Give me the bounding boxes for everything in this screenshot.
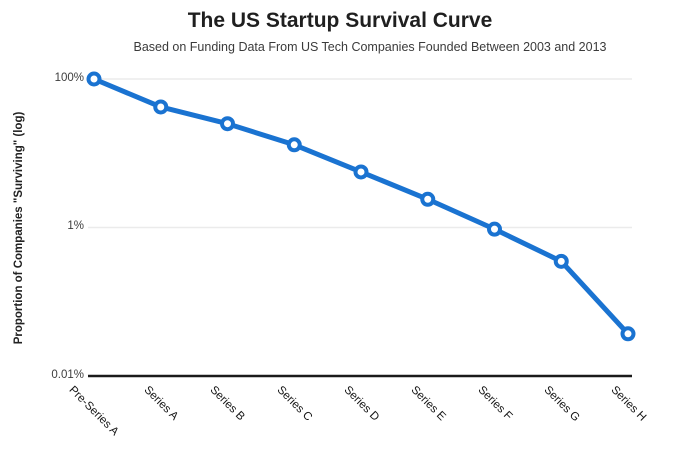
y-tick-label: 1% xyxy=(67,220,84,232)
data-point-marker xyxy=(620,326,636,342)
data-point-marker xyxy=(220,116,235,132)
data-point-marker xyxy=(353,164,369,180)
data-point-marker xyxy=(286,137,302,153)
y-tick-label: 0.01% xyxy=(51,368,84,381)
chart-title: The US Startup Survival Curve xyxy=(187,9,493,32)
data-point-marker xyxy=(420,191,436,207)
y-tick-label: 100% xyxy=(54,71,84,84)
data-point-marker xyxy=(86,71,102,87)
data-point-marker xyxy=(487,221,502,237)
chart-subtitle: Based on Funding Data From US Tech Compa… xyxy=(133,40,607,54)
data-point-marker xyxy=(553,253,569,269)
survival-curve-line xyxy=(91,76,631,337)
data-point-marker xyxy=(153,99,169,115)
